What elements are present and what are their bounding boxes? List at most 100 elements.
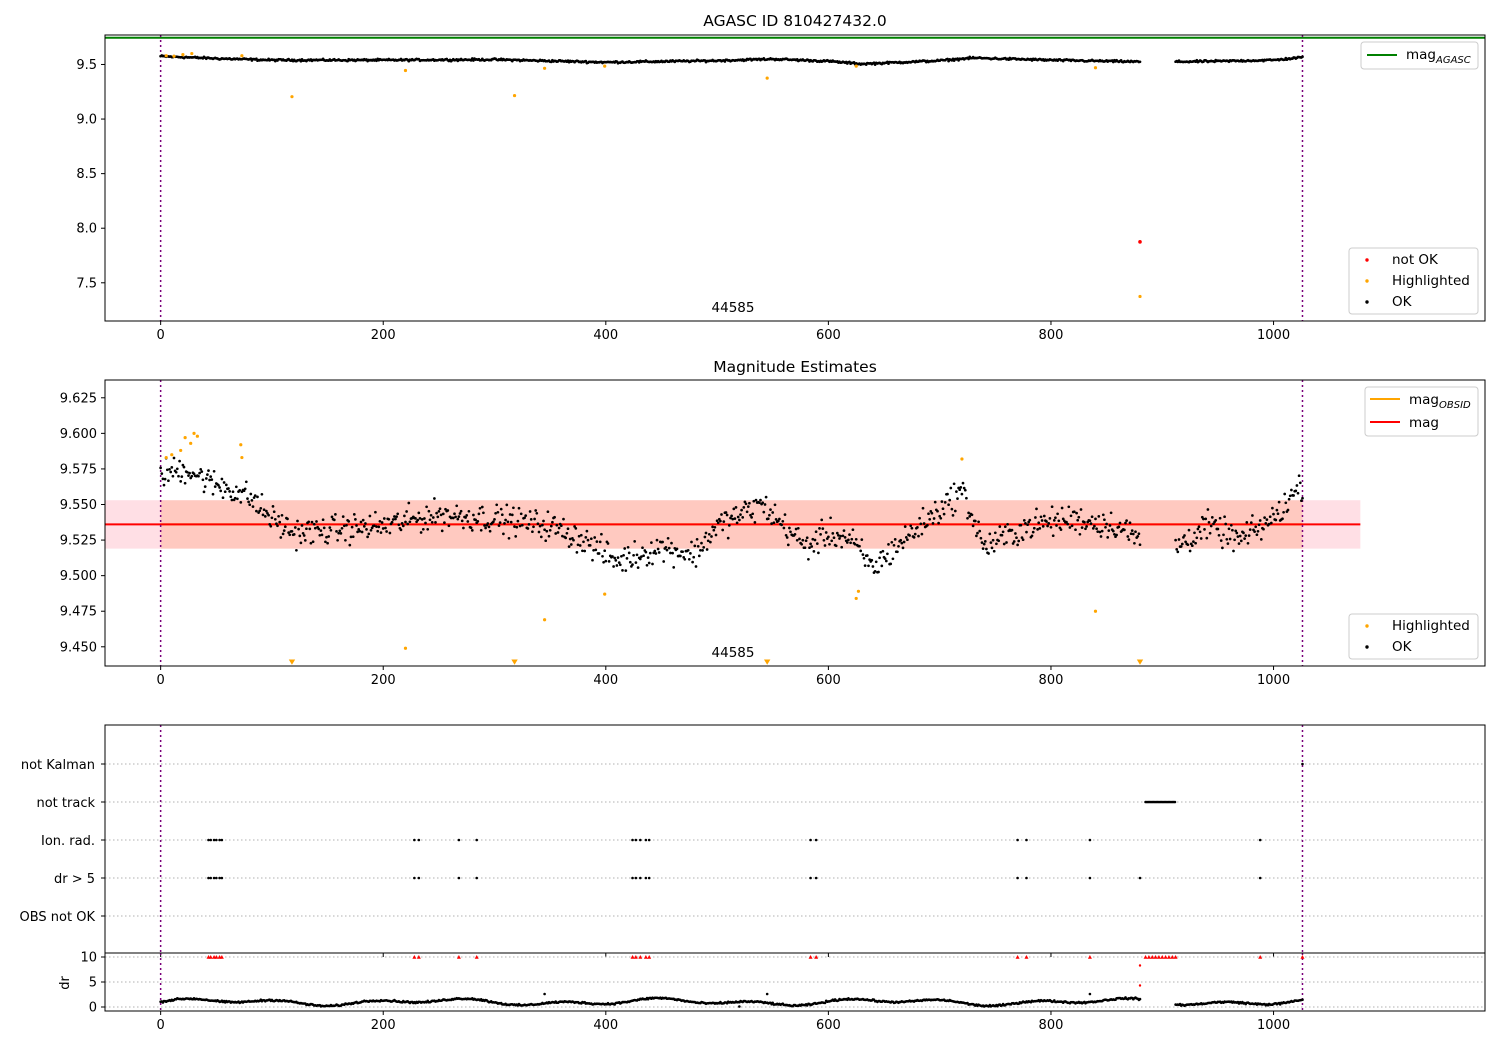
panel2-ok-point [1078, 532, 1082, 536]
panel2-ok-point [1249, 521, 1253, 524]
panel2-ok-point [1275, 508, 1279, 512]
panel2-ok-point [459, 509, 463, 513]
flag-point [1138, 876, 1142, 880]
panel2-ok-point [1047, 522, 1051, 525]
panel2-ok-point [913, 532, 917, 536]
panel2-ok-point [426, 527, 430, 531]
panel2-ok-point [759, 498, 762, 502]
panel2-ok-point [648, 551, 652, 555]
panel2-ok-point [863, 564, 867, 567]
panel2-ok-point [959, 486, 963, 489]
panel2-ok-point [839, 534, 842, 538]
panel2-ok-point [503, 522, 506, 525]
panel2-highlighted-point [542, 618, 547, 622]
panel2-ok-point [841, 534, 845, 538]
panel1-ok-point [470, 57, 474, 60]
panel2-ok-point [427, 509, 431, 513]
panel2-ok-point [995, 542, 998, 546]
panel2-ok-point [683, 557, 687, 561]
panel2-xtick-label: 400 [593, 673, 618, 688]
panel2-ok-point [1113, 532, 1116, 536]
panel2-ok-point [793, 532, 797, 536]
panel2-ok-point [928, 517, 932, 521]
flag-point [214, 876, 218, 880]
dr-axis-label: dr [58, 976, 73, 990]
panel2-ok-point [1225, 537, 1229, 541]
panel2-ok-point [303, 539, 307, 542]
panel2-ok-point [651, 562, 654, 566]
panel2-ok-point [695, 537, 699, 541]
panel2-ok-point [518, 524, 522, 528]
panel2-ok-point [1052, 519, 1056, 522]
panel2-ok-point [1056, 512, 1059, 516]
panel2-ok-point [810, 545, 814, 548]
panel1-ytick-label: 7.5 [76, 276, 97, 291]
panel2-ok-point [283, 525, 287, 529]
dr-clipped-marker [1300, 955, 1305, 959]
panel2-ok-point [772, 521, 776, 525]
panel2-ok-point [190, 474, 194, 478]
panel2-xtick-label: 1000 [1257, 673, 1290, 688]
panel2-ok-point [516, 519, 520, 523]
panel2-ok-point [1216, 527, 1220, 531]
panel2-ok-point [228, 490, 231, 493]
panel2-ok-point [1099, 535, 1103, 538]
panel2-ok-point [527, 523, 531, 526]
panel2-ok-point [1097, 515, 1101, 518]
panel2-ok-point [1093, 524, 1096, 528]
panel2-ok-point [968, 515, 972, 518]
dr-clipped-marker [647, 955, 652, 959]
panel2-ok-point [811, 537, 815, 541]
panel2-ok-point [837, 534, 840, 537]
panel1-ok-point [584, 59, 588, 63]
panel4-xtick-label: 600 [816, 1018, 841, 1033]
panel2-ok-point [1065, 520, 1068, 524]
panel2-ok-point [867, 564, 870, 568]
panel2-ok-point [177, 474, 180, 478]
panel2-ok-point [870, 558, 874, 562]
panel2-ok-point [887, 543, 890, 546]
panel2-ok-point [1032, 526, 1036, 530]
panel2-ok-point [690, 540, 693, 544]
panel1-obsid-label: 44585 [712, 300, 755, 316]
panel2-ok-point [1088, 519, 1092, 523]
panel2-ok-point [789, 530, 792, 534]
panel2-ok-point [771, 511, 775, 514]
panel2-ok-point [624, 569, 628, 572]
panel2-ok-point [1236, 535, 1240, 538]
panel2-out-of-range-marker [763, 659, 771, 665]
panel2-ok-point [679, 554, 682, 558]
panel2-ok-point [931, 522, 935, 525]
panel2-ok-point [1095, 527, 1098, 531]
panel2-ok-point [1290, 488, 1293, 492]
legend-ok-label: OK [1392, 294, 1413, 310]
panel2-ok-point [423, 517, 426, 520]
panel2-ok-point [1138, 543, 1142, 547]
panel2-ok-point [952, 482, 956, 486]
flag-row-label: OBS not OK [20, 910, 96, 925]
panel2-ok-point [1244, 534, 1248, 537]
panel2-ok-point [484, 526, 487, 530]
panel2-ok-point [486, 522, 490, 525]
panel2-ok-point [858, 544, 861, 548]
panel2-ok-point [606, 542, 610, 545]
panel2-ok-point [509, 520, 513, 524]
panel2-ok-point [239, 501, 243, 504]
panel2-ok-point [1203, 528, 1206, 531]
panel2-xtick-label: 200 [371, 673, 396, 688]
panel2-ok-point [507, 536, 511, 540]
panel2-ok-point [425, 505, 428, 509]
panel2-ok-point [623, 547, 627, 550]
panel2-highlighted-point [179, 448, 183, 453]
panel1-not-ok-point [1138, 240, 1142, 244]
panel2-ok-point [251, 505, 255, 508]
panel2-ok-point [897, 544, 900, 548]
panel2-ok-point [207, 469, 210, 472]
flag-point [1301, 762, 1304, 766]
panel2-ok-point [287, 531, 290, 534]
panel2-ok-point [854, 537, 858, 541]
panel2-ok-point [467, 509, 471, 513]
panel2-ok-point [581, 549, 584, 553]
panel2-ok-point [554, 532, 558, 535]
panel2-ok-point [627, 551, 631, 555]
